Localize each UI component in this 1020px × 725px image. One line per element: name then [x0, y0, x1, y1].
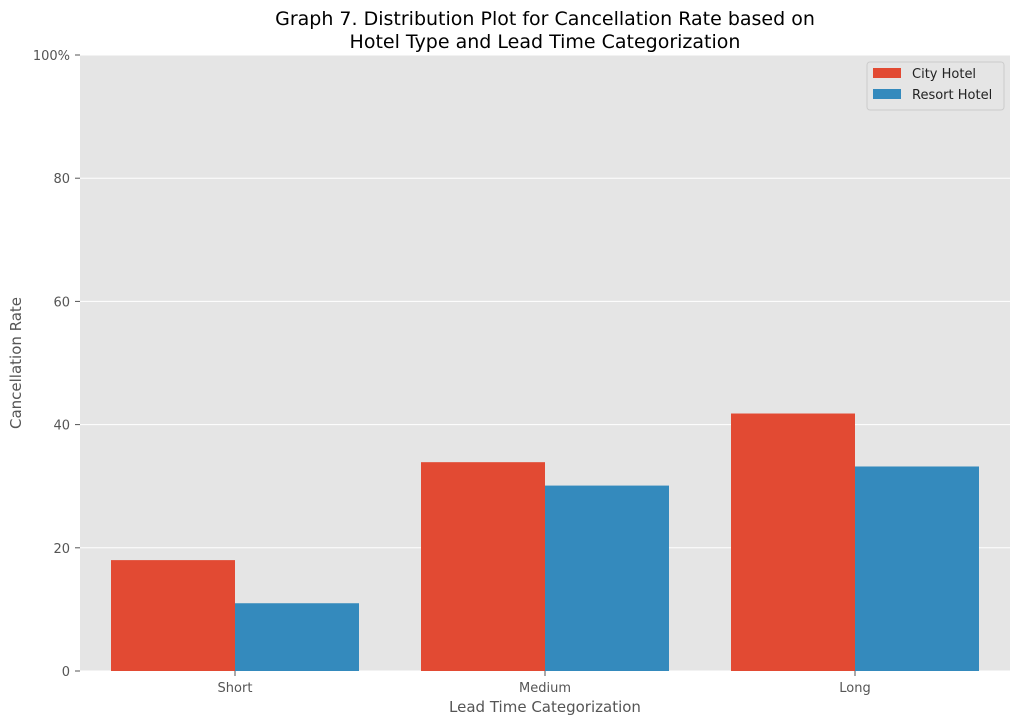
- legend: City Hotel Resort Hotel: [866, 61, 1005, 111]
- x-tick-label: Long: [839, 681, 870, 696]
- bar-city-hotel-medium: [421, 462, 545, 671]
- bar-city-hotel-long: [731, 413, 855, 671]
- y-tick-label: 60: [53, 295, 70, 310]
- chart-title-line-2: Hotel Type and Lead Time Categorization: [350, 31, 741, 53]
- y-axis-ticks: 0 20 40 60 80 100%: [33, 49, 80, 680]
- legend-swatch-city-hotel: [873, 68, 901, 78]
- chart-title-line-1: Graph 7. Distribution Plot for Cancellat…: [275, 8, 815, 30]
- bars: [111, 413, 979, 671]
- legend-box: [866, 61, 1005, 111]
- y-tick-label: 20: [53, 542, 70, 557]
- x-axis-ticks: Short Medium Long: [218, 671, 871, 696]
- legend-label-resort-hotel: Resort Hotel: [912, 88, 992, 103]
- y-tick-label: 100%: [33, 49, 70, 64]
- bar-resort-hotel-medium: [545, 485, 669, 671]
- y-tick-label: 0: [62, 665, 70, 680]
- y-axis-label: Cancellation Rate: [7, 297, 25, 429]
- legend-label-city-hotel: City Hotel: [912, 67, 976, 82]
- legend-swatch-resort-hotel: [873, 89, 901, 99]
- x-tick-label: Medium: [519, 681, 571, 696]
- bar-city-hotel-short: [111, 560, 235, 671]
- bar-resort-hotel-short: [235, 603, 359, 671]
- x-tick-label: Short: [218, 681, 253, 696]
- bar-resort-hotel-long: [855, 466, 979, 671]
- y-tick-label: 80: [53, 172, 70, 187]
- y-tick-label: 40: [53, 419, 70, 434]
- x-axis-label: Lead Time Categorization: [449, 698, 641, 716]
